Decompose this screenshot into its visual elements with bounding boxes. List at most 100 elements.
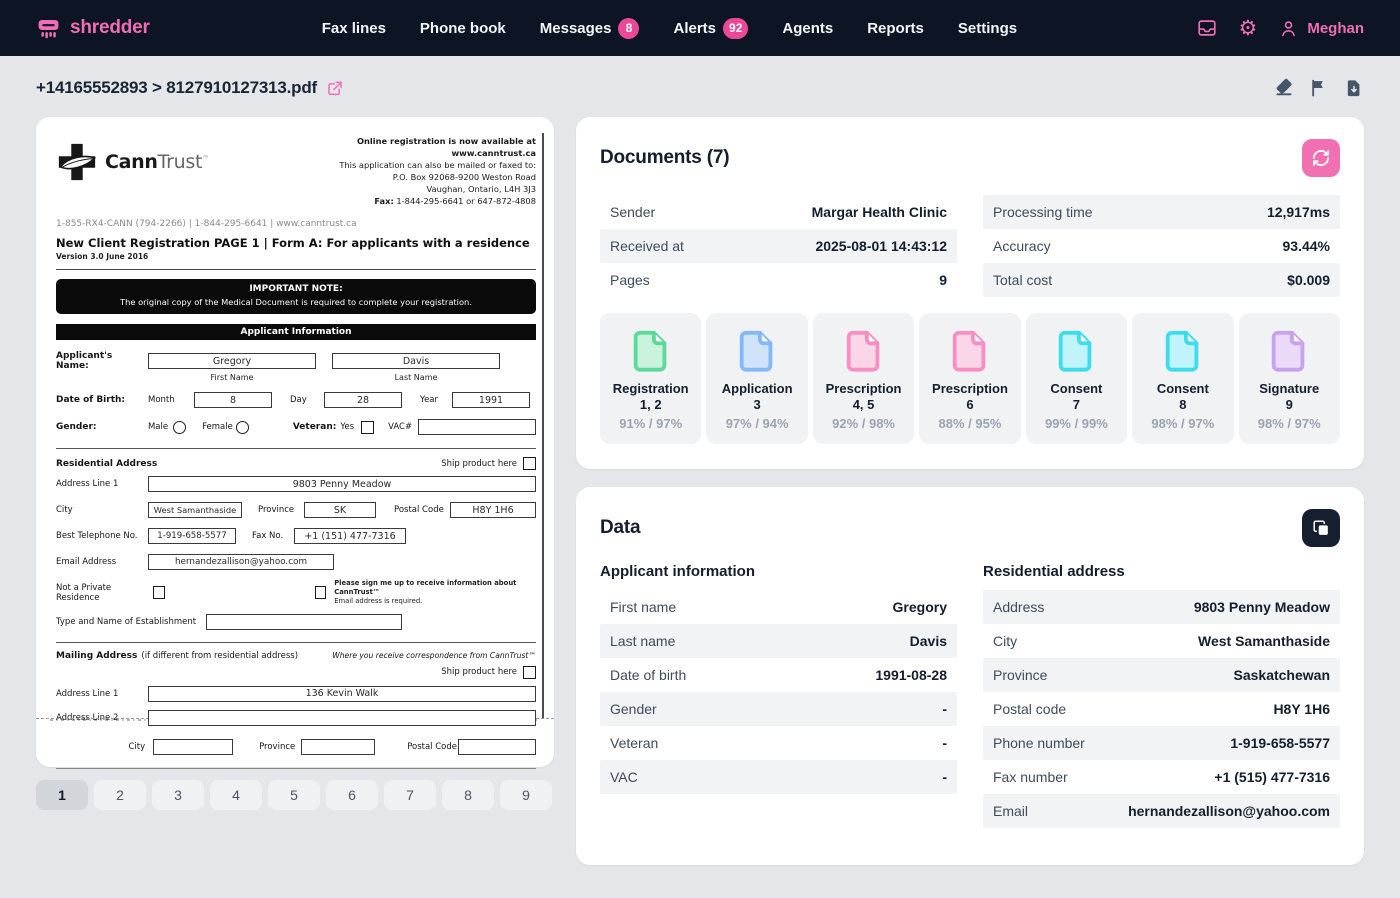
page-button-6[interactable]: 6 [326,780,378,810]
data-row: First name Gregory [610,599,947,615]
gear-icon[interactable]: ⚙ [1238,15,1258,40]
pdf-page-1: CannTrust™ Online registration is now av… [36,135,554,769]
data-row: Date of birth 1991-08-28 [610,667,947,683]
data-panel: Data Applicant information First name Gre… [576,487,1364,865]
data-row: Address 9803 Penny Meadow [983,590,1340,624]
page-button-7[interactable]: 7 [384,780,436,810]
applicant-name-label: Applicant's Name: [56,351,113,372]
user-icon [1282,20,1296,36]
data-row: Last name Davis [600,624,957,658]
user-menu[interactable]: Meghan [1278,18,1364,39]
mail-province-box [300,738,376,755]
mail-postal-box [457,738,536,755]
data-row: Phone number 1-919-658-5577 [983,726,1340,760]
nav-reports[interactable]: Reports [867,19,924,37]
pdf-preview-card: CannTrust™ Online registration is now av… [36,117,554,769]
last-name-box: Davis [332,353,500,370]
page-button-8[interactable]: 8 [442,780,494,810]
document-card-prescription-1[interactable]: Prescription 4, 5 92% / 98% [812,313,915,444]
res-address1-box: 9803 Penny Meadow [148,476,536,493]
copy-button[interactable] [1302,509,1340,547]
page-selector: 1 2 3 4 5 6 7 8 9 [36,780,552,810]
document-card-application[interactable]: Application 3 97% / 94% [706,313,808,444]
res-fax-box: +1 (151) 477-7316 [294,528,406,545]
meta-row: Pages 9 [610,272,947,288]
messages-badge: 8 [618,17,640,39]
inbox-icon[interactable] [1196,17,1218,39]
page-button-1[interactable]: 1 [36,780,88,810]
applicant-information-rows: First name Gregory Last name Davis Date of… [600,590,957,794]
external-link-icon[interactable] [326,79,344,97]
meta-left-column: Sender Margar Health Clinic Received at 20… [600,195,957,297]
nav-messages[interactable]: Messages 8 [539,17,640,39]
eraser-icon[interactable] [1274,78,1294,98]
document-cards: Registration 1, 2 91% / 97% Application … [600,313,1340,444]
page-button-4[interactable]: 4 [210,780,262,810]
canntrust-logo: CannTrust™ [56,141,209,183]
data-row: Veteran - [610,735,947,751]
user-name: Meghan [1307,19,1364,37]
file-icon [947,328,993,374]
topbar-right: ⚙ Meghan [1196,15,1364,40]
data-columns: Applicant information First name Gregory … [600,563,1340,828]
residential-address-heading: Residential address [983,563,1125,580]
applicant-information-section: Applicant information First name Gregory … [600,563,957,794]
file-icon [1266,328,1312,374]
nav-alerts[interactable]: Alerts 92 [673,17,749,39]
flag-icon[interactable] [1309,78,1329,98]
page-button-5[interactable]: 5 [268,780,320,810]
nav-settings[interactable]: Settings [957,19,1018,37]
data-row: Email hernandezallison@yahoo.com [983,794,1340,828]
document-card-consent-2[interactable]: Consent 8 98% / 97% [1132,313,1234,444]
file-icon [1053,328,1099,374]
applicant-information-heading: Applicant information [600,563,755,580]
veteran-checkbox [361,420,375,434]
shredder-logo-icon [38,19,59,38]
canntrust-wordmark: CannTrust™ [105,151,209,173]
nav-messages-label: Messages [539,19,612,37]
first-name-box: Gregory [148,353,316,370]
nav-phone-book[interactable]: Phone book [419,19,506,37]
form-header-contact: Online registration is now available at … [339,136,536,207]
data-row: Fax number +1 (515) 477-7316 [993,769,1330,785]
document-card-consent-1[interactable]: Consent 7 99% / 99% [1025,313,1128,444]
female-radio [235,420,249,434]
document-meta: Sender Margar Health Clinic Received at 20… [600,195,1340,297]
data-row: Gender - [600,692,957,726]
residential-address-section: Residential address Address 9803 Penny Me… [983,563,1340,828]
refresh-button[interactable] [1302,139,1340,177]
nav-agents[interactable]: Agents [782,19,834,37]
signup-checkbox [314,586,327,600]
document-card-signature[interactable]: Signature 9 98% / 97% [1238,313,1340,444]
data-row: City West Samanthaside [993,633,1330,649]
file-icon [628,328,674,374]
data-row: Postal code H8Y 1H6 [993,701,1330,717]
document-card-prescription-2[interactable]: Prescription 6 88% / 95% [919,313,1021,444]
important-note: IMPORTANT NOTE: The original copy of the… [56,279,536,315]
document-actions [1274,78,1364,98]
dob-month-box: 8 [194,392,272,409]
nav-fax-lines[interactable]: Fax lines [321,19,386,37]
page-button-3[interactable]: 3 [152,780,204,810]
male-radio [173,420,187,434]
mailing-heading: Mailing Address [56,650,138,661]
document-card-registration[interactable]: Registration 1, 2 91% / 97% [600,313,702,444]
dob-day-box: 28 [324,392,402,409]
scan-edge-line [542,133,544,719]
meta-row: Total cost $0.009 [983,263,1340,297]
page-button-2[interactable]: 2 [94,780,146,810]
download-file-icon[interactable] [1344,78,1364,98]
meta-row: Sender Margar Health Clinic [610,204,947,220]
establishment-box [206,613,403,630]
file-icon [841,328,887,374]
res-province-box: SK [304,502,376,519]
brand[interactable]: shredder [36,16,150,41]
res-email-box: hernandezallison@yahoo.com [148,554,334,571]
form-title: New Client Registration PAGE 1 | Form A:… [56,236,530,251]
breadcrumb: +14165552893 > 8127910127313.pdf [36,78,317,97]
page-button-9[interactable]: 9 [500,780,552,810]
res-phone-box: 1-919-658-5577 [148,528,236,545]
mail-address2-box [148,709,536,726]
applicant-info-section-bar: Applicant Information [56,324,536,341]
ship-checkbox-res [523,457,536,471]
